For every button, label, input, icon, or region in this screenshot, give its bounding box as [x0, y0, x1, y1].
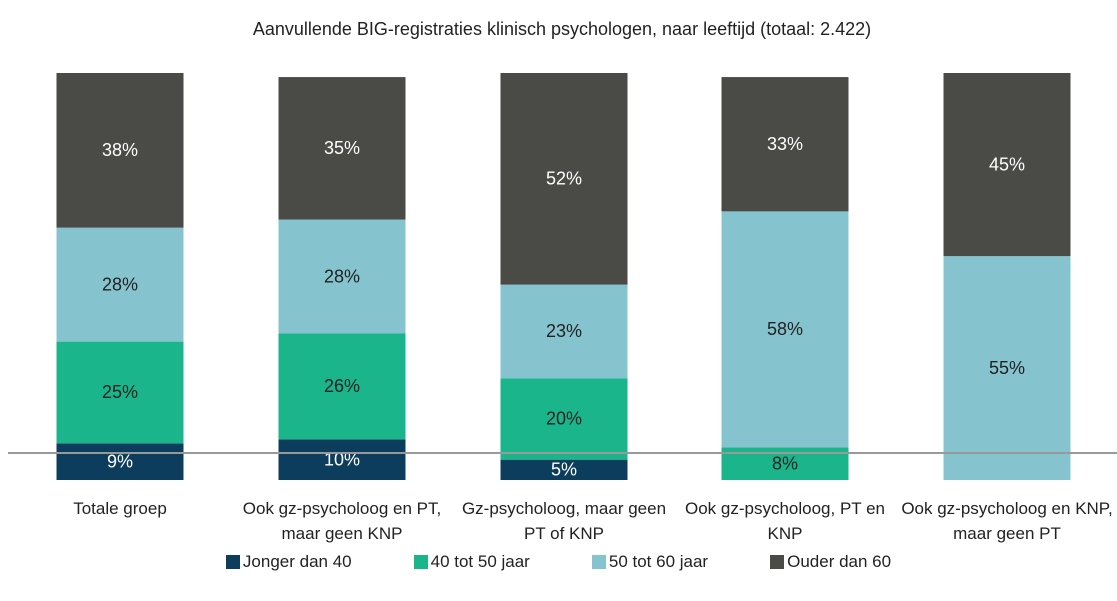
bar-segment [56, 443, 184, 480]
chart-title: Aanvullende BIG-registraties klinisch ps… [253, 19, 871, 39]
data-label: 8% [772, 453, 798, 473]
bar-segment [56, 341, 184, 444]
bar-segment [500, 459, 628, 480]
data-label: 10% [324, 449, 360, 469]
bar-segment [278, 333, 406, 440]
data-label: 28% [102, 274, 138, 294]
data-label: 58% [767, 319, 803, 339]
bar-segment [500, 284, 628, 379]
x-tick-label: Ook gz-psycholoog en KNP, maar geen PT [901, 499, 1113, 543]
data-label: 28% [324, 266, 360, 286]
data-label: 20% [546, 409, 582, 429]
legend-label: Ouder dan 60 [787, 552, 892, 571]
legend: Jonger dan 40 40 tot 50 jaar 50 tot 60 jaa… [0, 552, 1117, 572]
bar-segment [500, 73, 628, 285]
x-tick-label: Totale groep [73, 499, 167, 518]
legend-item: 50 tot 60 jaar [591, 552, 709, 572]
legend-label: 50 tot 60 jaar [608, 552, 709, 571]
x-tick-label: Ook gz-psycholoog en PT, maar geen KNP [242, 499, 442, 543]
data-label: 33% [767, 134, 803, 154]
data-label: 45% [989, 154, 1025, 174]
data-label: 35% [324, 138, 360, 158]
bar-segment [56, 73, 184, 228]
legend-item: Ouder dan 60 [770, 552, 891, 572]
bar-segment [943, 256, 1071, 480]
bar-segment [278, 219, 406, 334]
bar-segment [943, 73, 1071, 257]
data-label: 52% [546, 169, 582, 189]
legend-label: 40 tot 50 jaar [430, 552, 530, 571]
bar-segment [278, 439, 406, 480]
data-label: 55% [989, 358, 1025, 378]
data-label: 5% [551, 460, 577, 480]
legend-item: Jonger dan 40 [225, 552, 352, 572]
legend-swatch [770, 555, 785, 569]
x-tick-label: Gz-psycholoog, maar geen PT of KNP [461, 499, 667, 543]
bar-segment [56, 227, 184, 342]
bar-segment [278, 77, 406, 220]
bar-segment [721, 211, 849, 448]
legend-swatch [413, 555, 428, 569]
x-tick-label: Ook gz-psycholoog, PT en KNP [684, 499, 885, 543]
legend-label: Jonger dan 40 [242, 552, 352, 571]
data-label: 26% [324, 376, 360, 396]
data-label: 38% [102, 140, 138, 160]
data-label: 9% [107, 451, 133, 471]
legend-swatch [591, 555, 606, 569]
data-label: 25% [102, 382, 138, 402]
bar-segment [500, 378, 628, 460]
bar-segment [721, 77, 849, 212]
legend-item: 40 tot 50 jaar [413, 552, 530, 572]
data-label: 23% [546, 321, 582, 341]
legend-swatch [225, 555, 240, 569]
